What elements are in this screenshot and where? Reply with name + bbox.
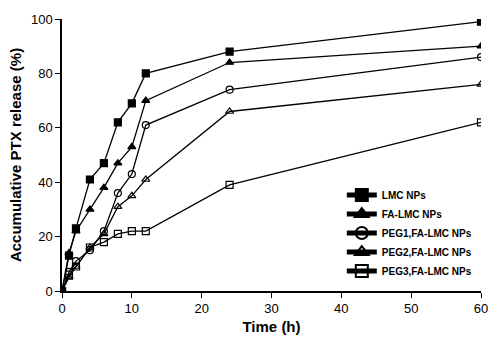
svg-text:PEG1,FA-LMC NPs: PEG1,FA-LMC NPs (382, 228, 472, 239)
svg-text:PEG3,FA-LMC NPs: PEG3,FA-LMC NPs (382, 266, 472, 277)
svg-text:50: 50 (404, 301, 418, 316)
svg-text:Accumulative PTX release (%): Accumulative PTX release (%) (7, 48, 24, 262)
svg-text:10: 10 (125, 301, 139, 316)
svg-text:0: 0 (45, 284, 52, 299)
svg-text:LMC NPs: LMC NPs (382, 190, 426, 201)
svg-text:20: 20 (194, 301, 208, 316)
svg-text:100: 100 (31, 12, 53, 27)
svg-text:40: 40 (38, 175, 52, 190)
svg-text:Time (h): Time (h) (242, 318, 300, 335)
svg-text:PEG2,FA-LMC NPs: PEG2,FA-LMC NPs (382, 247, 472, 258)
svg-text:20: 20 (38, 229, 52, 244)
svg-text:40: 40 (334, 301, 348, 316)
svg-text:60: 60 (474, 301, 488, 316)
svg-text:60: 60 (38, 120, 52, 135)
svg-text:FA-LMC NPs: FA-LMC NPs (382, 209, 442, 220)
svg-text:30: 30 (264, 301, 278, 316)
svg-text:80: 80 (38, 66, 52, 81)
svg-text:0: 0 (58, 301, 65, 316)
